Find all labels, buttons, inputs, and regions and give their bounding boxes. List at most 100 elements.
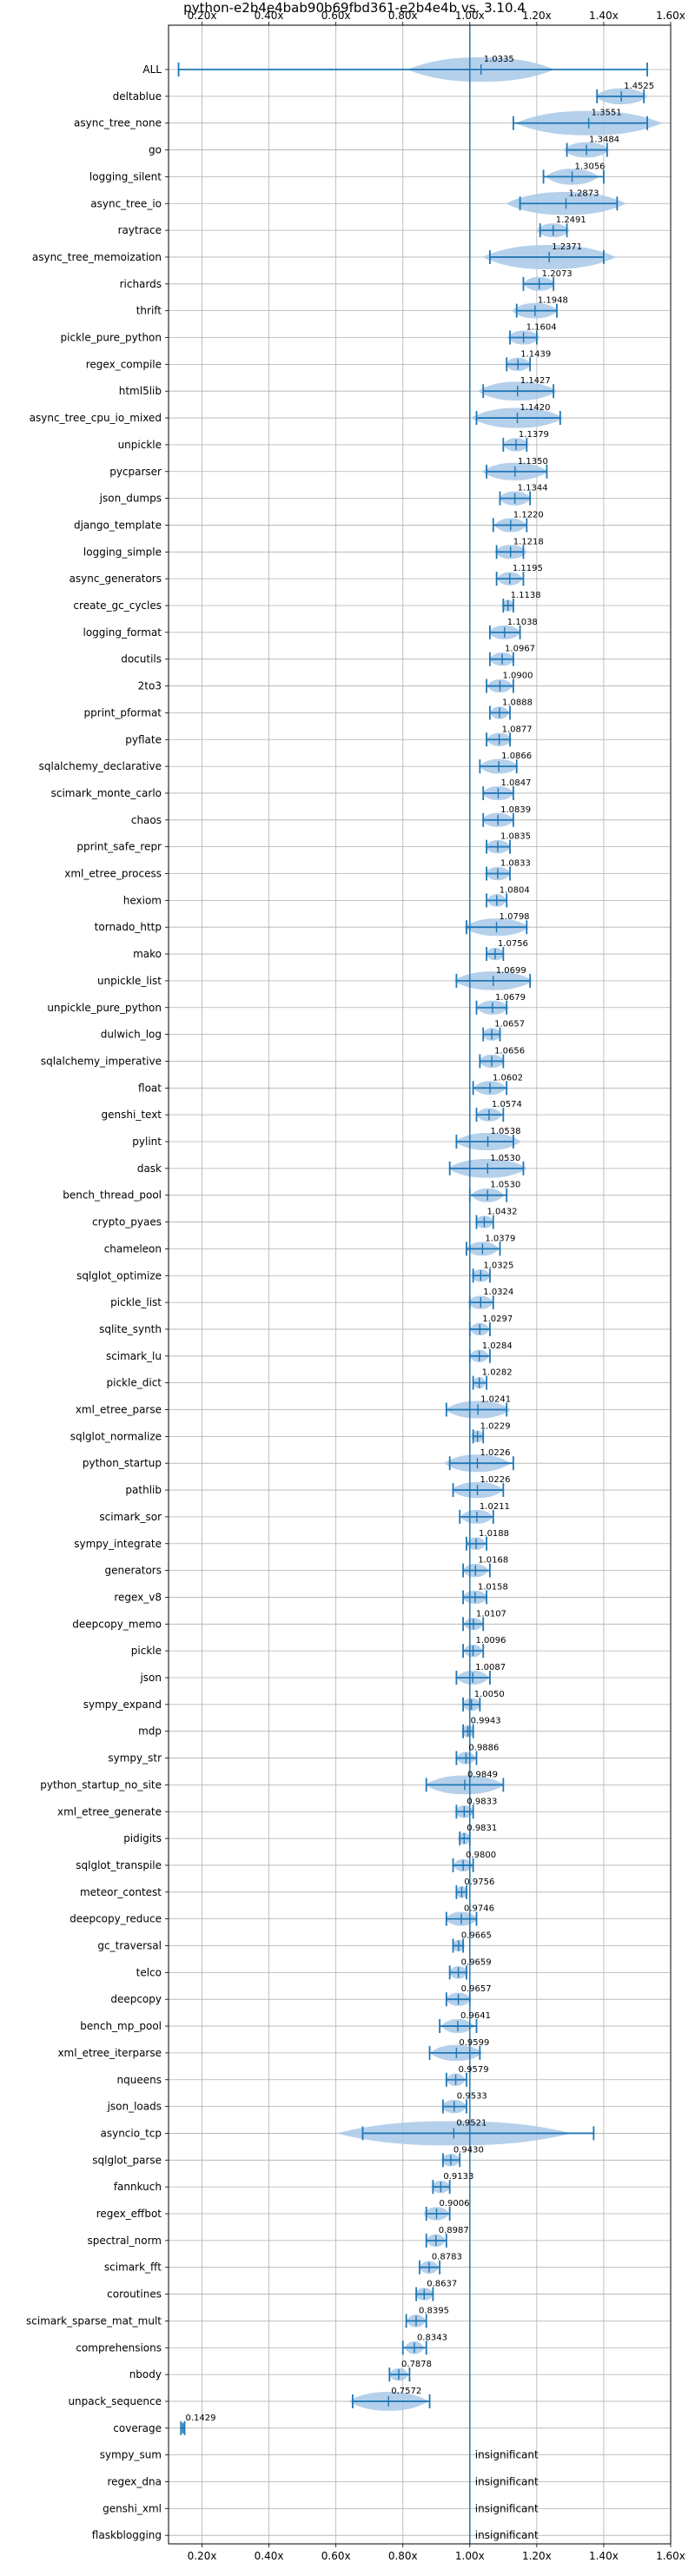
- benchmark-label: hexiom: [123, 894, 162, 906]
- value-label: 0.9521: [456, 2118, 486, 2128]
- x-tick-label-bottom: 0.20x: [188, 2550, 217, 2562]
- benchmark-label: logging_format: [83, 626, 162, 639]
- benchmark-label: regex_compile: [86, 358, 162, 370]
- benchmark-label: regex_dna: [107, 2476, 162, 2488]
- benchmark-label: pickle_list: [110, 1296, 162, 1308]
- benchmark-label: async_tree_io: [90, 197, 162, 209]
- value-label: 0.9599: [459, 2038, 489, 2048]
- benchmark-label: pylint: [132, 1136, 162, 1148]
- benchmark-label: pyflate: [125, 733, 162, 745]
- insignificant-label: insignificant: [475, 2449, 539, 2461]
- value-label: 0.1429: [186, 2414, 216, 2423]
- value-label: 1.0324: [483, 1288, 513, 1297]
- value-label: 1.0877: [502, 725, 533, 734]
- benchmark-label: async_tree_none: [74, 117, 162, 129]
- value-label: 1.3551: [592, 109, 622, 118]
- benchmark-label: scimark_fft: [104, 2261, 162, 2274]
- value-label: 1.0168: [478, 1556, 508, 1566]
- value-label: 1.0241: [480, 1395, 511, 1405]
- benchmark-label: python_startup_no_site: [40, 1778, 162, 1791]
- value-label: 0.9746: [464, 1904, 494, 1914]
- insignificant-label: insignificant: [475, 2529, 539, 2541]
- value-label: 0.9657: [461, 1984, 492, 1994]
- benchmark-label: sympy_integrate: [74, 1538, 162, 1550]
- value-label: 1.0335: [484, 55, 514, 64]
- benchmark-label: genshi_xml: [103, 2502, 162, 2514]
- x-tick-label-top: 0.60x: [321, 10, 351, 22]
- benchmark-label: pathlib: [125, 1484, 162, 1496]
- benchmark-label: comprehensions: [76, 2341, 162, 2354]
- benchmark-label: python_startup: [83, 1457, 162, 1469]
- benchmark-label: raytrace: [118, 224, 162, 236]
- value-label: 0.9665: [461, 1931, 492, 1941]
- benchmark-label: go: [149, 144, 162, 156]
- benchmark-label: thrift: [136, 305, 162, 317]
- benchmark-label: crypto_pyaes: [92, 1216, 162, 1228]
- value-label: 1.2371: [552, 242, 582, 252]
- x-tick-label-bottom: 1.60x: [656, 2550, 685, 2562]
- benchmark-label: asyncio_tcp: [100, 2127, 162, 2139]
- benchmark-label: pidigits: [123, 1832, 162, 1844]
- value-label: 1.4525: [624, 82, 654, 91]
- x-tick-label-top: 0.40x: [255, 10, 284, 22]
- benchmark-label: float: [138, 1082, 162, 1094]
- value-label: 0.9641: [460, 2011, 491, 2021]
- benchmark-label: scimark_sparse_mat_mult: [26, 2314, 162, 2327]
- value-label: 1.0379: [485, 1234, 515, 1243]
- benchmark-label: dask: [137, 1162, 162, 1175]
- benchmark-label: scimark_monte_carlo: [51, 787, 162, 799]
- value-label: 1.1439: [520, 349, 551, 359]
- benchmark-label: sympy_sum: [100, 2449, 162, 2461]
- benchmark-label: sqlite_synth: [99, 1323, 162, 1335]
- value-label: 0.9756: [464, 1877, 494, 1887]
- value-label: 1.0226: [480, 1475, 511, 1485]
- value-label: 1.0756: [498, 939, 528, 949]
- value-label: 1.0432: [486, 1208, 517, 1217]
- value-label: 0.9533: [457, 2092, 487, 2102]
- benchmark-label: json: [139, 1672, 162, 1684]
- value-label: 1.1427: [520, 376, 551, 386]
- value-label: 1.0967: [505, 645, 535, 654]
- benchmark-label: json_loads: [107, 2101, 162, 2113]
- value-label: 0.8783: [432, 2253, 462, 2262]
- benchmark-label: nbody: [129, 2368, 162, 2381]
- value-label: 1.0096: [475, 1636, 506, 1646]
- value-label: 0.9579: [459, 2065, 489, 2075]
- benchmark-label: genshi_text: [102, 1109, 162, 1121]
- value-label: 1.0538: [491, 1127, 521, 1136]
- value-label: 1.0656: [494, 1046, 525, 1056]
- x-tick-label-bottom: 0.60x: [321, 2550, 351, 2562]
- benchmark-label: async_tree_memoization: [32, 251, 162, 263]
- benchmark-label: telco: [136, 1966, 162, 1978]
- value-label: 0.7572: [391, 2387, 421, 2396]
- benchmark-label: mako: [133, 948, 162, 960]
- benchmark-label: pickle: [131, 1645, 162, 1657]
- benchmark-label: meteor_contest: [80, 1886, 162, 1898]
- benchmark-label: pickle_dict: [107, 1377, 162, 1389]
- benchmark-label: nqueens: [117, 2074, 162, 2086]
- benchmark-label: chameleon: [104, 1242, 162, 1255]
- benchmark-label: fannkuch: [114, 2181, 162, 2193]
- value-label: 0.8343: [417, 2333, 447, 2342]
- value-label: 1.2491: [556, 215, 586, 225]
- value-label: 1.0574: [492, 1100, 522, 1109]
- value-label: 1.0835: [500, 832, 531, 842]
- benchmark-label: bench_mp_pool: [80, 2020, 162, 2032]
- x-tick-label-top: 1.40x: [589, 10, 619, 22]
- x-tick-label-bottom: 1.40x: [589, 2550, 619, 2562]
- x-tick-layer: 0.20x 0.20x 0.40x 0.40x 0.60x 0.60x 0.80x 0.80x…: [188, 10, 685, 2562]
- value-label: 1.0866: [501, 752, 532, 761]
- benchmark-label: xml_etree_iterparse: [57, 2047, 162, 2059]
- value-label: 1.0211: [480, 1502, 510, 1512]
- benchmark-label: bench_thread_pool: [63, 1189, 162, 1202]
- value-label: 1.3484: [589, 136, 619, 145]
- benchmark-label: pprint_safe_repr: [76, 841, 162, 853]
- value-label: 0.9659: [461, 1957, 492, 1967]
- benchmark-label: deltablue: [113, 90, 162, 103]
- value-label: 1.0158: [478, 1582, 508, 1592]
- benchmark-label: unpack_sequence: [68, 2395, 162, 2407]
- x-tick-label-bottom: 1.00x: [455, 2550, 485, 2562]
- benchmark-label: pickle_pure_python: [61, 332, 162, 344]
